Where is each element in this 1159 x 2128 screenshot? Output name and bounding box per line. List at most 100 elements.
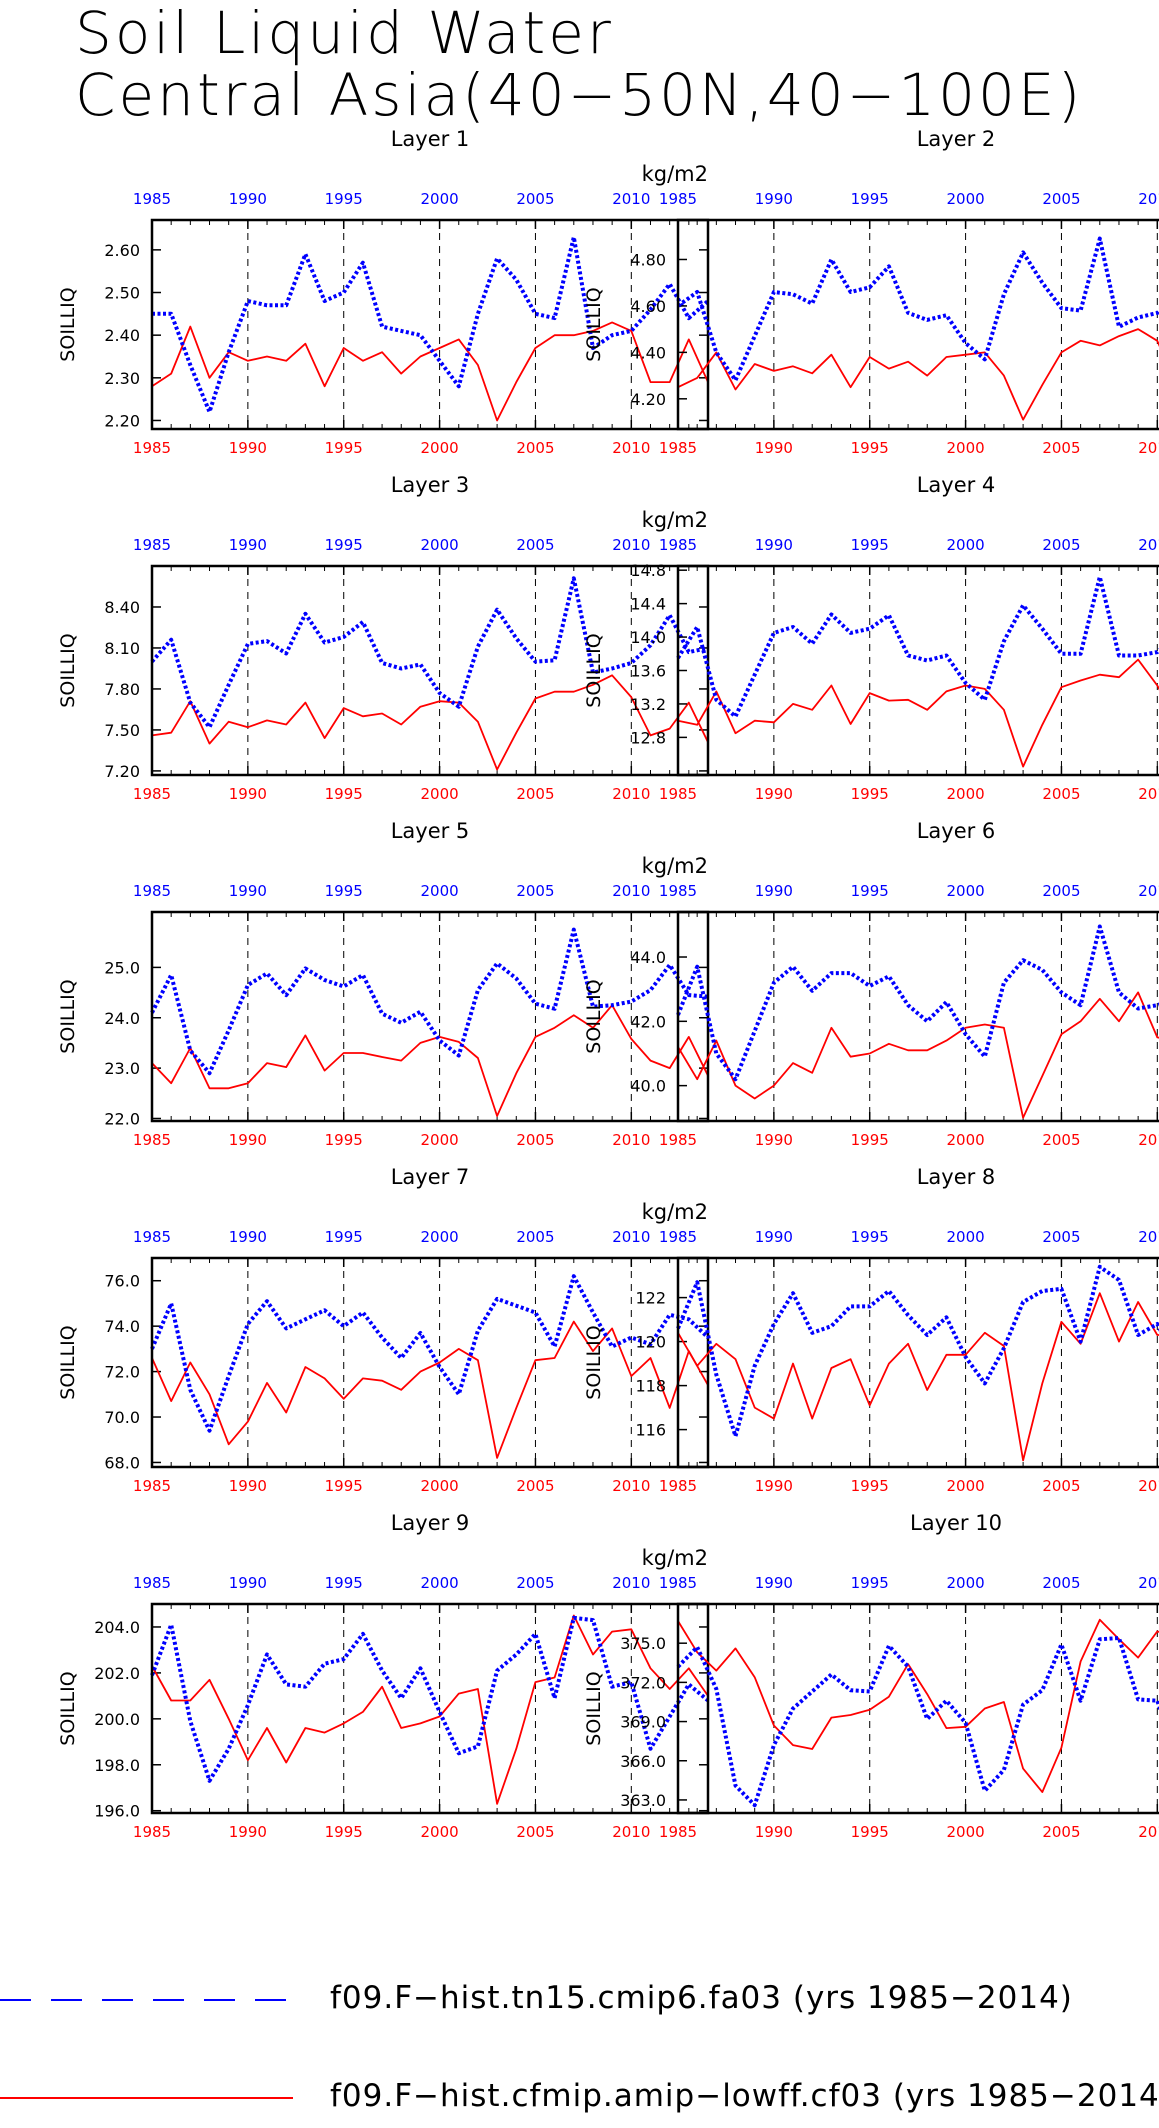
y-tick-label: 2.50 (104, 284, 140, 303)
y-tick-label: 4.40 (630, 343, 666, 362)
x-tick-label-top: 1995 (325, 536, 363, 554)
x-tick-label-bottom: 1985 (659, 785, 697, 803)
y-tick-label: 4.60 (630, 297, 666, 316)
y-tick-label: 22.0 (104, 1109, 140, 1128)
x-tick-label-bottom: 1985 (133, 1477, 171, 1495)
x-tick-label-bottom: 2000 (420, 1477, 458, 1495)
plot-frame (676, 1602, 1159, 1815)
x-tick-label-top: 1995 (851, 1228, 889, 1246)
x-tick-label-top: 2010 (612, 1574, 650, 1592)
x-tick-label-top: 2000 (946, 190, 984, 208)
x-tick-label-top: 2010 (612, 536, 650, 554)
x-tick-label-bottom: 1995 (325, 785, 363, 803)
panel-title: Layer 5 (391, 819, 470, 843)
x-tick-label-bottom: 1995 (325, 1823, 363, 1841)
x-tick-label-top: 1985 (659, 1228, 697, 1246)
y-axis-label: SOILLIQ (583, 1671, 605, 1745)
x-tick-label-bottom: 1990 (755, 1131, 793, 1149)
x-tick-label-bottom: 2005 (516, 1131, 554, 1149)
x-tick-label-bottom: 2010 (1138, 1477, 1159, 1495)
x-tick-label-bottom: 1985 (133, 785, 171, 803)
x-tick-label-top: 2000 (420, 536, 458, 554)
y-tick-label: 13.2 (630, 695, 666, 714)
x-tick-label-top: 2005 (516, 1228, 554, 1246)
x-tick-label-top: 2005 (516, 1574, 554, 1592)
x-tick-label-top: 2010 (612, 1228, 650, 1246)
x-tick-label-top: 1990 (229, 882, 267, 900)
panel-layer-7: Layer 7 kg/m2 SOILLIQ 1985 1985 1990 1990 1995 1… (57, 1165, 710, 1495)
x-tick-label-top: 2000 (420, 1228, 458, 1246)
x-tick-label-top: 2005 (516, 190, 554, 208)
x-tick-label-top: 2000 (946, 536, 984, 554)
panel-title: Layer 1 (391, 127, 470, 151)
units-label: kg/m2 (642, 1200, 708, 1224)
series-red-line (151, 1320, 709, 1459)
x-tick-label-bottom: 2005 (1042, 439, 1080, 457)
y-tick-label: 122 (635, 1289, 666, 1308)
x-tick-label-bottom: 2010 (612, 785, 650, 803)
x-tick-label-bottom: 1990 (755, 439, 793, 457)
x-tick-label-top: 1995 (325, 190, 363, 208)
y-tick-label: 40.0 (630, 1077, 666, 1096)
y-tick-label: 2.60 (104, 241, 140, 260)
x-tick-label-top: 1990 (755, 536, 793, 554)
x-tick-label-bottom: 2000 (420, 785, 458, 803)
series-red-line (677, 328, 1159, 421)
x-tick-label-top: 2005 (1042, 1574, 1080, 1592)
x-tick-label-top: 1985 (133, 190, 171, 208)
x-tick-label-top: 2010 (1138, 190, 1159, 208)
series-red-line (151, 1614, 709, 1805)
y-axis-label: SOILLIQ (57, 1671, 79, 1745)
x-tick-label-bottom: 2000 (946, 1477, 984, 1495)
x-tick-label-bottom: 2000 (946, 1131, 984, 1149)
legend-entry-red: f09.F−hist.cfmip.amip−lowff.cf03 (yrs 19… (0, 2068, 1159, 2128)
y-tick-label: 14.8 (630, 561, 666, 580)
y-tick-label: 2.30 (104, 369, 140, 388)
plot-frame (150, 218, 710, 431)
x-tick-label-top: 1985 (133, 1228, 171, 1246)
x-tick-label-top: 2000 (420, 190, 458, 208)
y-tick-label: 7.20 (104, 762, 140, 781)
x-tick-label-bottom: 1990 (229, 1131, 267, 1149)
y-tick-label: 200.0 (94, 1710, 140, 1729)
y-axis-label: SOILLIQ (583, 633, 605, 707)
x-tick-label-top: 2010 (612, 882, 650, 900)
panel-layer-8: Layer 8 kg/m2 SOILLIQ 1985 1985 1990 1990 1995 1… (583, 1165, 1159, 1495)
y-tick-label: 2.40 (104, 326, 140, 345)
y-tick-label: 375.0 (620, 1634, 666, 1653)
x-tick-label-bottom: 1985 (659, 439, 697, 457)
x-tick-label-bottom: 1990 (755, 785, 793, 803)
legend-red-solid-line-icon (0, 2097, 293, 2099)
x-tick-label-top: 1995 (325, 882, 363, 900)
x-tick-label-bottom: 1995 (851, 1477, 889, 1495)
x-tick-label-bottom: 2010 (612, 1477, 650, 1495)
x-tick-label-bottom: 1985 (133, 1823, 171, 1841)
x-tick-label-bottom: 2010 (612, 1823, 650, 1841)
x-tick-label-bottom: 1995 (851, 1823, 889, 1841)
y-tick-label: 7.50 (104, 721, 140, 740)
x-tick-label-top: 2005 (1042, 882, 1080, 900)
figure-title-line-2: Central Asia(40−50N,40−100E) (75, 61, 1084, 129)
x-tick-label-top: 1995 (851, 536, 889, 554)
x-tick-label-top: 1990 (229, 1228, 267, 1246)
x-tick-label-bottom: 2000 (946, 439, 984, 457)
x-tick-label-top: 1990 (229, 1574, 267, 1592)
x-tick-label-top: 1990 (229, 536, 267, 554)
x-tick-label-bottom: 1995 (325, 439, 363, 457)
y-tick-label: 2.20 (104, 411, 140, 430)
panel-title: Layer 7 (391, 1165, 470, 1189)
y-tick-label: 68.0 (104, 1453, 140, 1472)
x-tick-label-bottom: 1995 (325, 1131, 363, 1149)
x-tick-label-top: 2010 (1138, 882, 1159, 900)
x-tick-label-bottom: 2005 (516, 1477, 554, 1495)
x-tick-label-top: 1985 (133, 536, 171, 554)
y-axis-label: SOILLIQ (57, 287, 79, 361)
series-blue-line (676, 1636, 1159, 1808)
panel-layer-9: Layer 9 kg/m2 SOILLIQ 1985 1985 1990 1990 1995 1… (57, 1511, 710, 1841)
x-tick-label-top: 2010 (1138, 1228, 1159, 1246)
x-tick-label-bottom: 1990 (755, 1823, 793, 1841)
y-tick-label: 4.20 (630, 390, 666, 409)
x-tick-label-top: 1995 (325, 1228, 363, 1246)
units-label: kg/m2 (642, 854, 708, 878)
x-tick-label-bottom: 2000 (420, 1823, 458, 1841)
